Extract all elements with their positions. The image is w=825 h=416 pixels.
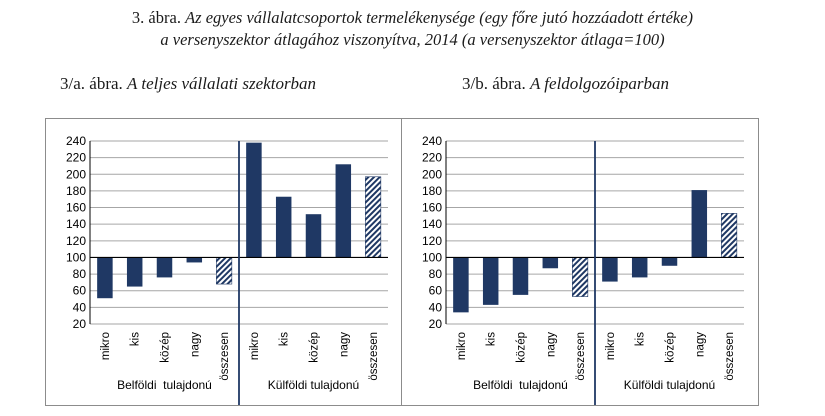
y-tick-label: 140	[422, 217, 442, 231]
chart-b-frame: 20 40 60 80 100 120 140 160 180 200 220 240 mikro kis…	[401, 118, 759, 406]
figure-subtitle-text: a versenyszektor átlagához viszonyítva, …	[160, 30, 665, 49]
bar-kis	[126, 257, 143, 287]
chart-a-frame: 20 40 60 80 100 120 140 160 180 200 220 240 mikro kis…	[45, 118, 403, 406]
y-tick-label: 20	[429, 317, 443, 331]
chart-a-title: 3/a. ábra. A teljes vállalati szektorban	[60, 74, 316, 94]
x-tick-label: nagy	[338, 332, 350, 357]
y-tick-label: 120	[66, 234, 86, 248]
y-tick-label: 220	[422, 151, 442, 165]
x-tick-label: mikro	[605, 332, 617, 360]
group-label: Külföldi tulajdonú	[268, 378, 359, 392]
group-label: Külföldi tulajdonú	[624, 378, 715, 392]
y-tick-label: 60	[73, 284, 87, 298]
bar-nagy	[691, 190, 708, 258]
bar-összesen	[216, 257, 233, 285]
y-tick-label: 240	[422, 134, 442, 148]
x-tick-label: közép	[516, 332, 528, 363]
x-tick-label: nagy	[545, 332, 557, 357]
chart-a-number: 3/a. ábra.	[60, 74, 123, 93]
bar-mikro	[602, 257, 618, 282]
bar-nagy	[186, 257, 203, 263]
x-tick-label: kis	[635, 332, 647, 346]
x-tick-label: összesen	[219, 332, 231, 381]
x-tick-label: kis	[279, 332, 291, 346]
y-tick-label: 40	[429, 300, 443, 314]
y-tick-label: 20	[73, 317, 87, 331]
figure-title-line2: a versenyszektor átlagához viszonyítva, …	[0, 30, 825, 50]
x-tick-label: közép	[309, 332, 321, 363]
y-tick-label: 200	[422, 167, 442, 181]
chart-b-title-text: A feldolgozóiparban	[529, 74, 669, 93]
chart-b: 20 40 60 80 100 120 140 160 180 200 220 240 mikro kis…	[422, 134, 744, 405]
y-tick-label: 120	[422, 234, 442, 248]
chart-b-title: 3/b. ábra. A feldolgozóiparban	[462, 74, 669, 94]
bar-közép	[512, 257, 529, 295]
x-tick-label: összesen	[368, 332, 380, 381]
y-tick-label: 80	[429, 267, 443, 281]
chart-b-number: 3/b. ábra.	[462, 74, 526, 93]
chart-a-title-text: A teljes vállalati szektorban	[127, 74, 317, 93]
y-tick-label: 180	[66, 184, 86, 198]
x-tick-label: kis	[486, 332, 498, 346]
bar-kis	[275, 196, 292, 258]
y-tick-label: 160	[66, 201, 86, 215]
x-tick-label: nagy	[694, 332, 706, 357]
bar-közép	[305, 214, 322, 258]
x-tick-label: közép	[665, 332, 677, 363]
bar-összesen	[721, 213, 738, 258]
x-tick-label: mikro	[100, 332, 112, 360]
x-tick-label: kis	[130, 332, 142, 346]
y-tick-label: 160	[422, 201, 442, 215]
chart-a: 20 40 60 80 100 120 140 160 180 200 220 240 mikro kis…	[66, 134, 388, 405]
y-tick-label: 220	[66, 151, 86, 165]
x-tick-label: összesen	[575, 332, 587, 381]
bar-mikro	[453, 257, 469, 313]
x-tick-label: nagy	[189, 332, 201, 357]
y-tick-label: 60	[429, 284, 443, 298]
group-label: Belföldi tulajdonú	[117, 378, 212, 392]
bar-közép	[156, 257, 173, 278]
x-tick-label: közép	[160, 332, 172, 363]
x-tick-label: mikro	[456, 332, 468, 360]
x-tick-label: mikro	[249, 332, 261, 360]
y-tick-label: 240	[66, 134, 86, 148]
y-tick-label: 200	[66, 167, 86, 181]
x-tick-label: összesen	[724, 332, 736, 381]
bar-nagy	[542, 257, 559, 269]
bar-kis	[482, 257, 499, 305]
y-tick-label: 80	[73, 267, 87, 281]
y-tick-label: 100	[66, 250, 86, 264]
bar-közép	[661, 257, 678, 266]
bar-kis	[631, 257, 648, 278]
y-tick-label: 180	[422, 184, 442, 198]
bar-nagy	[335, 164, 352, 258]
figure-title-text: Az egyes vállalatcsoportok termelékenysé…	[185, 8, 694, 27]
y-tick-label: 40	[73, 300, 87, 314]
figure-title-line1: 3. ábra. Az egyes vállalatcsoportok term…	[0, 8, 825, 28]
figure-number: 3. ábra.	[131, 8, 181, 27]
group-label: Belföldi tulajdonú	[473, 378, 568, 392]
y-tick-label: 140	[66, 217, 86, 231]
bar-mikro	[97, 257, 113, 299]
bar-mikro	[246, 142, 262, 258]
y-tick-label: 100	[422, 250, 442, 264]
bar-összesen	[572, 257, 589, 297]
bar-összesen	[365, 176, 382, 258]
